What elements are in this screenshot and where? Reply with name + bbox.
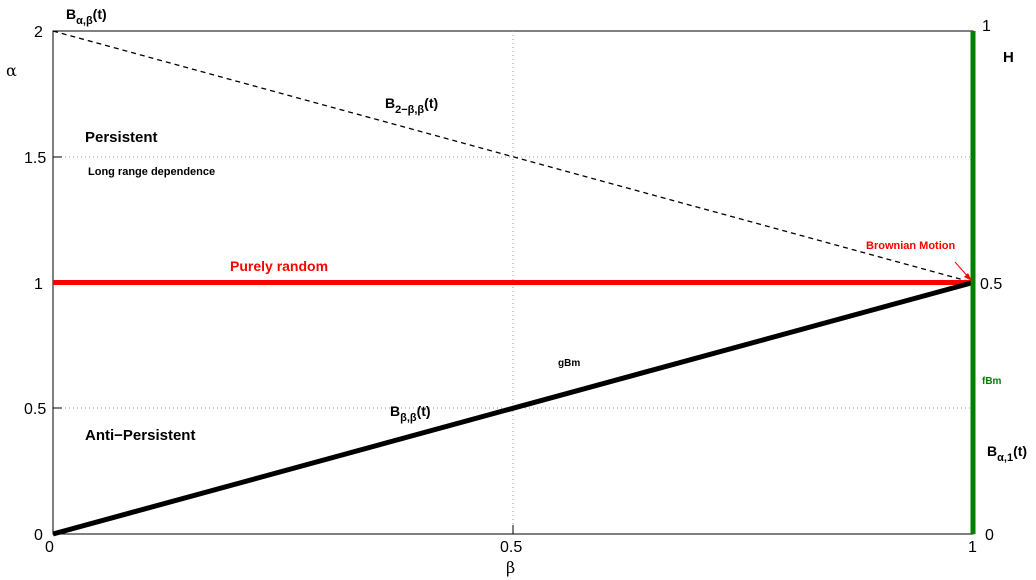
label-fbm: fBm [982,376,1002,387]
label-b-beta-beta: Bβ,β(t) [390,403,431,424]
series-layer [52,30,976,537]
label-gbm: gBm [558,358,580,369]
label-b-2beta-beta: B2−β,β(t) [385,95,438,116]
y-tick-label: 1 [34,276,43,293]
x-axis-label: β [506,558,515,577]
x-tick-label: 1 [968,539,977,556]
y-tick-label: 2 [34,24,43,41]
y-axis-label: α [6,61,17,80]
series-line-2 [52,280,974,537]
label-b-alpha-1: Bα,1(t) [987,443,1027,464]
right-tick-label: 0.5 [980,276,1002,293]
label-b-alpha-beta: Bα,β(t) [66,6,107,27]
series-line-0 [52,30,974,284]
label-anti-persistent: Anti−Persistent [85,427,195,444]
label-purely-random: Purely random [230,258,328,274]
y-tick-label: 0.5 [24,401,46,418]
label-brownian-motion: Brownian Motion [866,240,955,252]
x-tick-label: 0 [45,539,54,556]
y-tick-label: 0 [34,527,43,544]
x-tick-label: 0.5 [500,539,522,556]
right-tick-label: 1 [982,18,991,35]
brownian-arrowhead [964,273,972,281]
label-long-range: Long range dependence [88,166,215,178]
label-persistent: Persistent [85,129,158,146]
right-tick-label: 0 [985,527,994,544]
right-axis-label: H [1003,49,1014,66]
y-tick-label: 1.5 [24,150,46,167]
